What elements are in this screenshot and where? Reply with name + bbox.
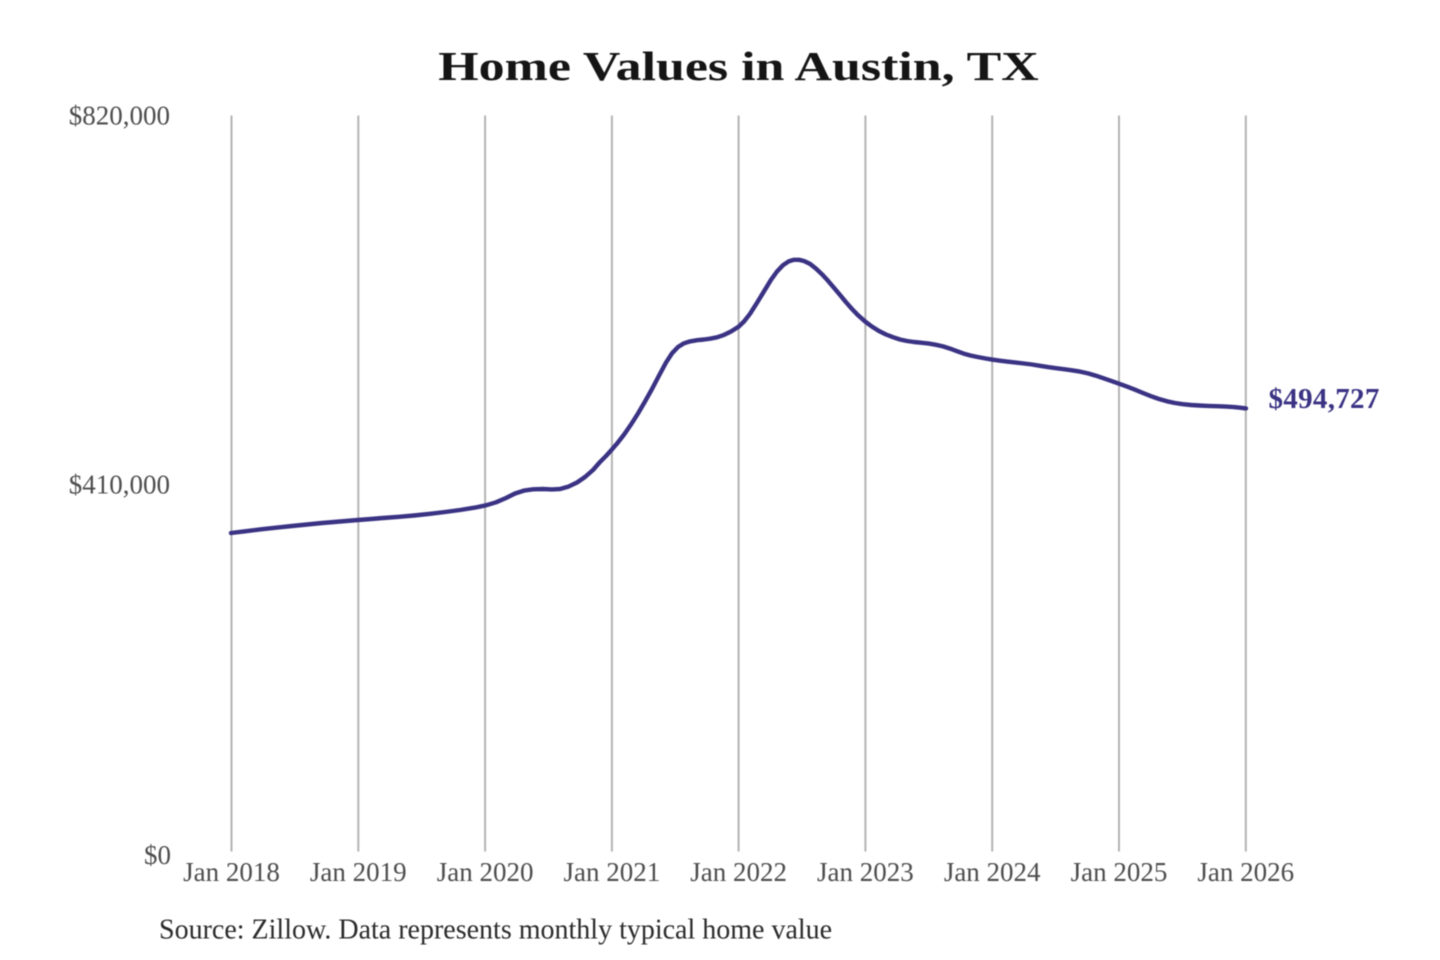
svg-text:Jan 2018: Jan 2018	[183, 857, 280, 887]
svg-text:$494,727: $494,727	[1269, 383, 1380, 415]
svg-text:Jan 2021: Jan 2021	[564, 857, 661, 887]
svg-text:$410,000: $410,000	[69, 469, 170, 499]
svg-text:Home Values in Austin, TX: Home Values in Austin, TX	[438, 44, 1039, 90]
svg-text:Jan 2023: Jan 2023	[817, 857, 914, 887]
svg-text:$0: $0	[144, 840, 171, 870]
svg-text:Jan 2022: Jan 2022	[690, 857, 787, 887]
svg-text:Jan 2024: Jan 2024	[944, 857, 1041, 887]
svg-text:Source: Zillow. Data represent: Source: Zillow. Data represents monthly …	[159, 914, 832, 945]
svg-text:Jan 2025: Jan 2025	[1071, 857, 1168, 887]
svg-text:Jan 2026: Jan 2026	[1197, 857, 1294, 887]
svg-text:$820,000: $820,000	[69, 101, 170, 131]
svg-text:Jan 2020: Jan 2020	[437, 857, 534, 887]
svg-text:Jan 2019: Jan 2019	[310, 857, 407, 887]
